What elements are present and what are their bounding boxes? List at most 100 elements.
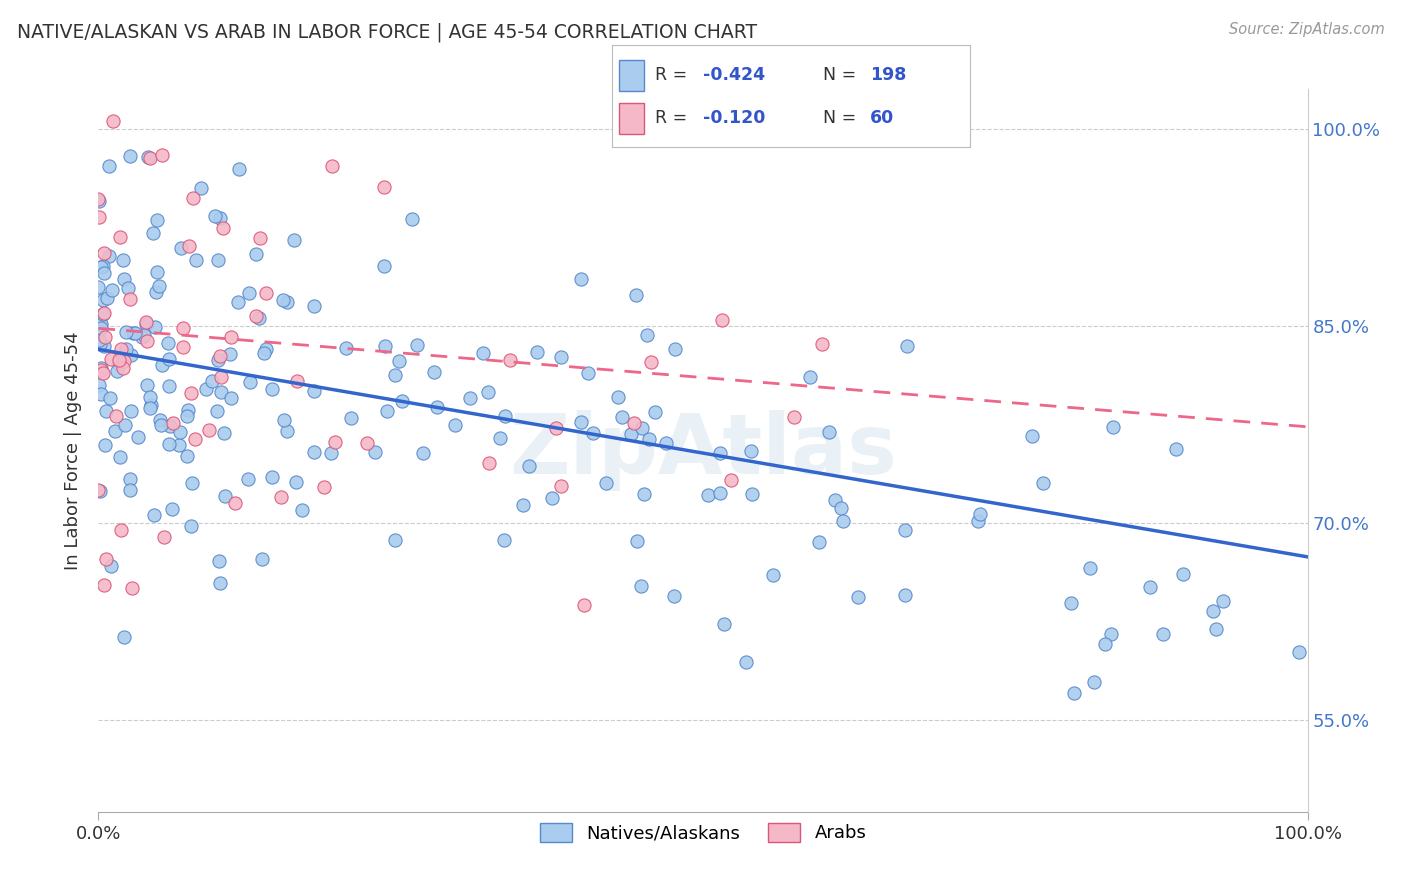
Point bbox=[894, 523, 917, 537]
Point bbox=[98, 391, 121, 405]
Point bbox=[375, 404, 398, 418]
Point bbox=[1078, 560, 1101, 574]
Point bbox=[208, 553, 231, 567]
Text: NATIVE/ALASKAN VS ARAB IN LABOR FORCE | AGE 45-54 CORRELATION CHART: NATIVE/ALASKAN VS ARAB IN LABOR FORCE | … bbox=[17, 22, 756, 42]
Point bbox=[710, 313, 733, 327]
Point bbox=[226, 294, 249, 309]
Point bbox=[526, 344, 548, 359]
Point bbox=[135, 317, 157, 331]
Point bbox=[388, 354, 411, 368]
Point bbox=[1288, 645, 1310, 659]
Point bbox=[91, 293, 114, 308]
Point bbox=[139, 401, 162, 416]
Point bbox=[118, 292, 141, 306]
Point bbox=[91, 366, 114, 380]
Point bbox=[150, 358, 173, 372]
Point bbox=[181, 191, 204, 205]
Point bbox=[472, 346, 495, 360]
Point bbox=[167, 438, 190, 452]
Point bbox=[90, 260, 112, 274]
Point bbox=[108, 352, 131, 367]
Point bbox=[136, 150, 159, 164]
Point bbox=[1152, 627, 1174, 641]
Point bbox=[582, 426, 605, 441]
Point bbox=[630, 578, 652, 592]
Point bbox=[110, 342, 132, 356]
Point bbox=[321, 446, 343, 460]
Point bbox=[811, 336, 834, 351]
Point bbox=[969, 508, 991, 522]
Point bbox=[574, 598, 596, 612]
Point bbox=[283, 233, 305, 247]
Point bbox=[172, 340, 194, 354]
Point bbox=[176, 449, 198, 463]
Point bbox=[180, 475, 202, 490]
Point bbox=[93, 245, 115, 260]
Point bbox=[135, 334, 157, 349]
Point bbox=[87, 280, 110, 294]
Text: 60: 60 bbox=[870, 110, 894, 128]
Point bbox=[260, 382, 283, 396]
Point bbox=[422, 365, 444, 379]
Point bbox=[1164, 442, 1187, 457]
Point bbox=[262, 470, 284, 484]
Point bbox=[740, 443, 762, 458]
Point bbox=[90, 387, 112, 401]
Point bbox=[208, 349, 231, 363]
Point bbox=[148, 278, 170, 293]
Point bbox=[94, 404, 117, 418]
Point bbox=[90, 361, 112, 376]
Point bbox=[799, 370, 821, 384]
Point bbox=[312, 480, 335, 494]
Point bbox=[90, 362, 112, 376]
Point bbox=[219, 391, 242, 405]
Bar bbox=[619, 60, 644, 91]
Point bbox=[569, 415, 592, 429]
Point bbox=[94, 438, 117, 452]
Text: ZipAtlas: ZipAtlas bbox=[509, 410, 897, 491]
Point bbox=[162, 416, 184, 430]
Point bbox=[477, 384, 499, 399]
Point bbox=[112, 252, 135, 267]
Point bbox=[172, 320, 194, 334]
Point bbox=[412, 446, 434, 460]
Point bbox=[323, 435, 346, 450]
Point bbox=[176, 409, 198, 423]
Point bbox=[373, 179, 395, 194]
Point bbox=[1021, 429, 1043, 443]
Y-axis label: In Labor Force | Age 45-54: In Labor Force | Age 45-54 bbox=[65, 331, 83, 570]
Point bbox=[363, 445, 385, 459]
Point bbox=[610, 410, 633, 425]
Point bbox=[93, 578, 115, 592]
Point bbox=[291, 503, 314, 517]
Point bbox=[734, 656, 756, 670]
Point bbox=[209, 384, 232, 399]
Text: -0.120: -0.120 bbox=[703, 110, 765, 128]
Point bbox=[143, 319, 166, 334]
Point bbox=[211, 221, 233, 235]
Point bbox=[190, 180, 212, 194]
Point bbox=[697, 488, 720, 502]
Point bbox=[640, 355, 662, 369]
Point bbox=[94, 330, 117, 344]
Point bbox=[569, 272, 592, 286]
Point bbox=[100, 559, 122, 574]
Point bbox=[120, 404, 142, 418]
Point bbox=[1202, 604, 1225, 618]
Point bbox=[146, 212, 169, 227]
Point bbox=[108, 450, 131, 465]
Point bbox=[91, 308, 114, 322]
Point bbox=[90, 318, 112, 332]
Point bbox=[373, 259, 395, 273]
Point bbox=[664, 342, 686, 356]
Point bbox=[97, 249, 120, 263]
Point bbox=[709, 446, 731, 460]
Point bbox=[606, 390, 628, 404]
Point bbox=[276, 295, 298, 310]
Point bbox=[145, 285, 167, 300]
Point bbox=[285, 475, 308, 490]
Point bbox=[304, 300, 326, 314]
Point bbox=[91, 259, 114, 273]
Point bbox=[832, 515, 855, 529]
Point bbox=[184, 432, 207, 446]
